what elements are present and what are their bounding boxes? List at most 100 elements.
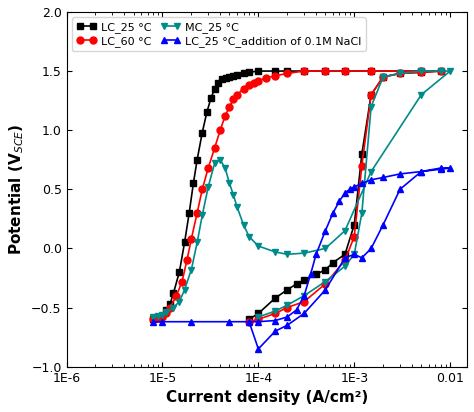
MC_25 °C	[301, 293, 307, 298]
LC_25 °C_addition of 0.1M NaCl	[294, 307, 300, 312]
LC_25 °C_addition of 0.1M NaCl	[150, 319, 156, 324]
LC_60 °C	[200, 187, 205, 192]
MC_25 °C	[189, 267, 194, 272]
LC_25 °C_addition of 0.1M NaCl	[273, 329, 278, 334]
MC_25 °C	[218, 157, 223, 162]
LC_25 °C	[255, 311, 261, 316]
MC_25 °C	[342, 264, 348, 269]
LC_25 °C_addition of 0.1M NaCl	[447, 166, 453, 171]
LC_25 °C	[215, 80, 221, 85]
LC_25 °C	[164, 307, 169, 312]
MC_25 °C	[155, 314, 161, 318]
LC_60 °C	[322, 281, 328, 286]
LC_25 °C	[255, 68, 261, 73]
MC_25 °C	[342, 228, 348, 233]
MC_25 °C	[194, 240, 200, 245]
LC_25 °C	[342, 252, 348, 257]
LC_25 °C	[186, 211, 192, 215]
Line: LC_60 °C: LC_60 °C	[150, 68, 444, 325]
LC_25 °C	[208, 96, 214, 101]
Y-axis label: Potential (V$_{SCE}$): Potential (V$_{SCE}$)	[7, 124, 26, 255]
LC_25 °C_addition of 0.1M NaCl	[347, 187, 353, 192]
Line: MC_25 °C: MC_25 °C	[150, 68, 454, 321]
LC_25 °C_addition of 0.1M NaCl	[368, 246, 374, 251]
LC_60 °C	[218, 128, 223, 133]
LC_60 °C	[273, 311, 278, 316]
LC_25 °C	[294, 281, 300, 286]
LC_60 °C	[263, 76, 269, 81]
LC_25 °C	[330, 260, 336, 265]
LC_25 °C	[176, 269, 182, 274]
LC_25 °C	[182, 240, 187, 245]
LC_25 °C_addition of 0.1M NaCl	[308, 272, 313, 277]
LC_25 °C	[234, 72, 240, 77]
LC_25 °C_addition of 0.1M NaCl	[380, 222, 386, 227]
MC_25 °C	[322, 279, 328, 284]
LC_60 °C	[173, 293, 179, 298]
LC_60 °C	[368, 92, 374, 97]
LC_25 °C	[171, 291, 176, 296]
LC_60 °C	[227, 104, 232, 109]
LC_25 °C_addition of 0.1M NaCl	[337, 199, 342, 204]
MC_25 °C	[368, 169, 374, 174]
LC_60 °C	[419, 68, 424, 73]
MC_25 °C	[160, 312, 165, 317]
LC_25 °C	[368, 92, 374, 97]
LC_25 °C	[150, 317, 156, 322]
LC_25 °C_addition of 0.1M NaCl	[322, 228, 328, 233]
LC_25 °C_addition of 0.1M NaCl	[438, 166, 444, 171]
LC_25 °C	[246, 70, 252, 75]
MC_25 °C	[284, 252, 290, 257]
MC_25 °C	[222, 166, 228, 171]
LC_25 °C	[231, 73, 237, 78]
LC_60 °C	[301, 299, 307, 304]
LC_60 °C	[284, 71, 290, 76]
X-axis label: Current density (A/cm²): Current density (A/cm²)	[166, 390, 368, 405]
LC_60 °C	[284, 305, 290, 310]
LC_25 °C	[313, 272, 319, 277]
LC_25 °C	[368, 68, 374, 73]
LC_60 °C	[167, 305, 173, 310]
LC_25 °C_addition of 0.1M NaCl	[359, 181, 365, 186]
LC_25 °C	[155, 316, 161, 321]
LC_25 °C_addition of 0.1M NaCl	[273, 318, 278, 323]
LC_60 °C	[251, 80, 257, 85]
LC_25 °C_addition of 0.1M NaCl	[160, 319, 165, 324]
MC_25 °C	[234, 204, 240, 209]
LC_25 °C_addition of 0.1M NaCl	[380, 175, 386, 180]
LC_25 °C_addition of 0.1M NaCl	[438, 167, 444, 172]
LC_60 °C	[222, 114, 228, 119]
LC_60 °C	[255, 78, 261, 83]
MC_25 °C	[301, 250, 307, 255]
LC_60 °C	[255, 317, 261, 322]
MC_25 °C	[241, 222, 246, 227]
LC_25 °C	[200, 130, 205, 135]
LC_25 °C_addition of 0.1M NaCl	[368, 177, 374, 182]
MC_25 °C	[447, 68, 453, 73]
MC_25 °C	[368, 104, 374, 109]
LC_60 °C	[179, 279, 185, 284]
LC_25 °C	[273, 295, 278, 300]
LC_25 °C	[212, 87, 218, 91]
LC_25 °C_addition of 0.1M NaCl	[342, 255, 348, 260]
LC_60 °C	[189, 236, 194, 241]
LC_25 °C_addition of 0.1M NaCl	[419, 169, 424, 174]
LC_25 °C	[223, 76, 229, 81]
LC_60 °C	[351, 234, 357, 239]
LC_25 °C	[194, 157, 200, 162]
LC_60 °C	[359, 163, 365, 168]
LC_25 °C	[359, 151, 365, 156]
LC_25 °C	[342, 68, 348, 73]
MC_25 °C	[171, 305, 176, 310]
MC_25 °C	[273, 309, 278, 314]
LC_25 °C_addition of 0.1M NaCl	[342, 190, 348, 195]
LC_60 °C	[322, 68, 328, 73]
LC_25 °C_addition of 0.1M NaCl	[301, 293, 307, 298]
LC_60 °C	[419, 70, 424, 75]
Line: LC_25 °C_addition of 0.1M NaCl: LC_25 °C_addition of 0.1M NaCl	[150, 164, 454, 352]
LC_60 °C	[241, 87, 246, 91]
LC_60 °C	[184, 258, 190, 263]
LC_25 °C_addition of 0.1M NaCl	[419, 169, 424, 174]
LC_25 °C	[351, 222, 357, 227]
LC_60 °C	[246, 83, 252, 88]
